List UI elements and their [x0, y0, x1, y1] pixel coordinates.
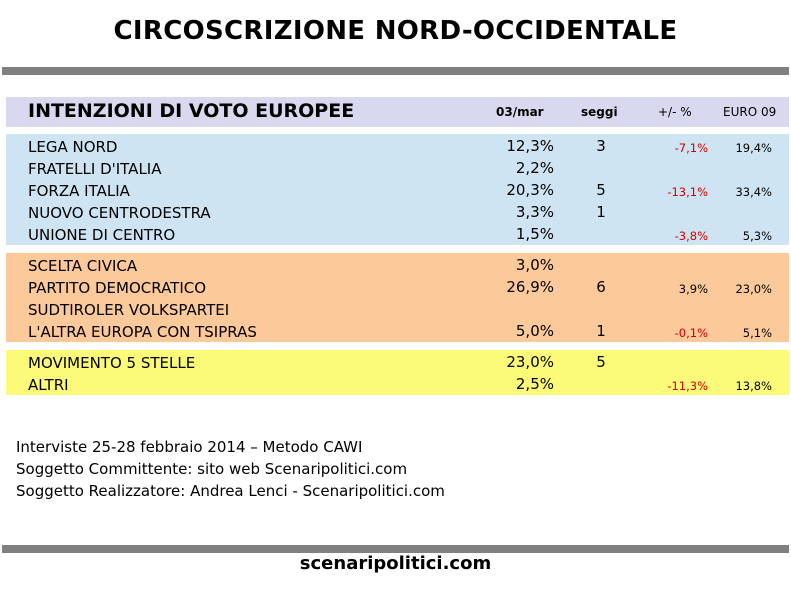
- seats-count: 1: [596, 203, 606, 221]
- party-name: SUDTIROLER VOLKSPARTEI: [28, 301, 230, 319]
- note-line: Soggetto Committente: sito web Scenaripo…: [16, 460, 408, 478]
- vote-percentage: 5,0%: [515, 322, 554, 340]
- group-centrodestra: LEGA NORD 12,3% 3 -7,1% 19,4% FRATELLI D'ITAL…: [6, 134, 789, 245]
- party-name: UNIONE DI CENTRO: [28, 226, 176, 244]
- table-row: LEGA NORD 12,3% 3 -7,1% 19,4%: [6, 136, 789, 158]
- seats-count: 5: [596, 181, 606, 199]
- vote-percentage: 26,9%: [506, 278, 554, 296]
- table-row: FORZA ITALIA 20,3% 5 -13,1% 33,4%: [6, 180, 789, 202]
- seats-count: 6: [596, 278, 606, 296]
- vote-percentage: 2,5%: [515, 375, 554, 393]
- vote-percentage: 3,0%: [515, 256, 554, 274]
- bottom-divider: [2, 545, 789, 553]
- party-name: FRATELLI D'ITALIA: [28, 160, 162, 178]
- group-centrosinistra: SCELTA CIVICA 3,0% PARTITO DEMOCRATICO 26,9…: [6, 253, 789, 342]
- euro09-result: 13,8%: [735, 379, 772, 393]
- note-line: Soggetto Realizzatore: Andrea Lenci - Sc…: [16, 482, 445, 500]
- euro09-result: 23,0%: [735, 282, 772, 296]
- table-row: UNIONE DI CENTRO 1,5% -3,8% 5,3%: [6, 224, 789, 246]
- euro09-result: 5,1%: [742, 326, 772, 340]
- party-name: PARTITO DEMOCRATICO: [28, 279, 207, 297]
- vote-percentage: 12,3%: [506, 137, 554, 155]
- survey-notes: Interviste 25-28 febbraio 2014 – Metodo …: [16, 436, 445, 502]
- change-vs-euro09: -7,1%: [674, 141, 708, 155]
- footer-site: scenaripolitici.com: [299, 553, 492, 574]
- vote-percentage: 2,2%: [515, 159, 554, 177]
- column-header-date: 03/mar: [496, 105, 544, 119]
- change-vs-euro09: -13,1%: [667, 185, 708, 199]
- table-header: INTENZIONI DI VOTO EUROPEE 03/mar seggi …: [6, 97, 789, 127]
- page-title: CIRCOSCRIZIONE NORD-OCCIDENTALE: [113, 16, 678, 46]
- column-header-diff: +/- %: [658, 105, 692, 119]
- vote-percentage: 1,5%: [515, 225, 554, 243]
- column-header-seats: seggi: [581, 105, 618, 119]
- note-line: Interviste 25-28 febbraio 2014 – Metodo …: [16, 438, 363, 456]
- seats-count: 5: [596, 353, 606, 371]
- table-row: SCELTA CIVICA 3,0%: [6, 255, 789, 277]
- table-row: FRATELLI D'ITALIA 2,2%: [6, 158, 789, 180]
- party-name: L'ALTRA EUROPA CON TSIPRAS: [28, 323, 257, 341]
- vote-percentage: 20,3%: [506, 181, 554, 199]
- vote-percentage: 3,3%: [515, 203, 554, 221]
- party-name: FORZA ITALIA: [28, 182, 130, 200]
- table-row: L'ALTRA EUROPA CON TSIPRAS 5,0% 1 -0,1% 5,1%: [6, 321, 789, 343]
- party-name: ALTRI: [28, 376, 69, 394]
- vote-percentage: 23,0%: [506, 353, 554, 371]
- party-name: MOVIMENTO 5 STELLE: [28, 354, 196, 372]
- euro09-result: 5,3%: [742, 229, 772, 243]
- table-row: PARTITO DEMOCRATICO 26,9% 6 3,9% 23,0%: [6, 277, 789, 299]
- table-row: ALTRI 2,5% -11,3% 13,8%: [6, 374, 789, 396]
- seats-count: 1: [596, 322, 606, 340]
- party-name: NUOVO CENTRODESTRA: [28, 204, 211, 222]
- change-vs-euro09: 3,9%: [678, 282, 708, 296]
- column-header-euro09: EURO 09: [723, 105, 777, 119]
- change-vs-euro09: -0,1%: [674, 326, 708, 340]
- group-altri: MOVIMENTO 5 STELLE 23,0% 5 ALTRI 2,5% -11,3% 1…: [6, 350, 789, 395]
- table-row: SUDTIROLER VOLKSPARTEI: [6, 299, 789, 321]
- change-vs-euro09: -3,8%: [674, 229, 708, 243]
- table-title: INTENZIONI DI VOTO EUROPEE: [28, 100, 355, 122]
- party-name: LEGA NORD: [28, 138, 118, 156]
- party-name: SCELTA CIVICA: [28, 257, 138, 275]
- seats-count: 3: [596, 137, 606, 155]
- change-vs-euro09: -11,3%: [667, 379, 708, 393]
- table-row: MOVIMENTO 5 STELLE 23,0% 5: [6, 352, 789, 374]
- table-row: NUOVO CENTRODESTRA 3,3% 1: [6, 202, 789, 224]
- euro09-result: 19,4%: [735, 141, 772, 155]
- euro09-result: 33,4%: [735, 185, 772, 199]
- top-divider: [2, 67, 789, 75]
